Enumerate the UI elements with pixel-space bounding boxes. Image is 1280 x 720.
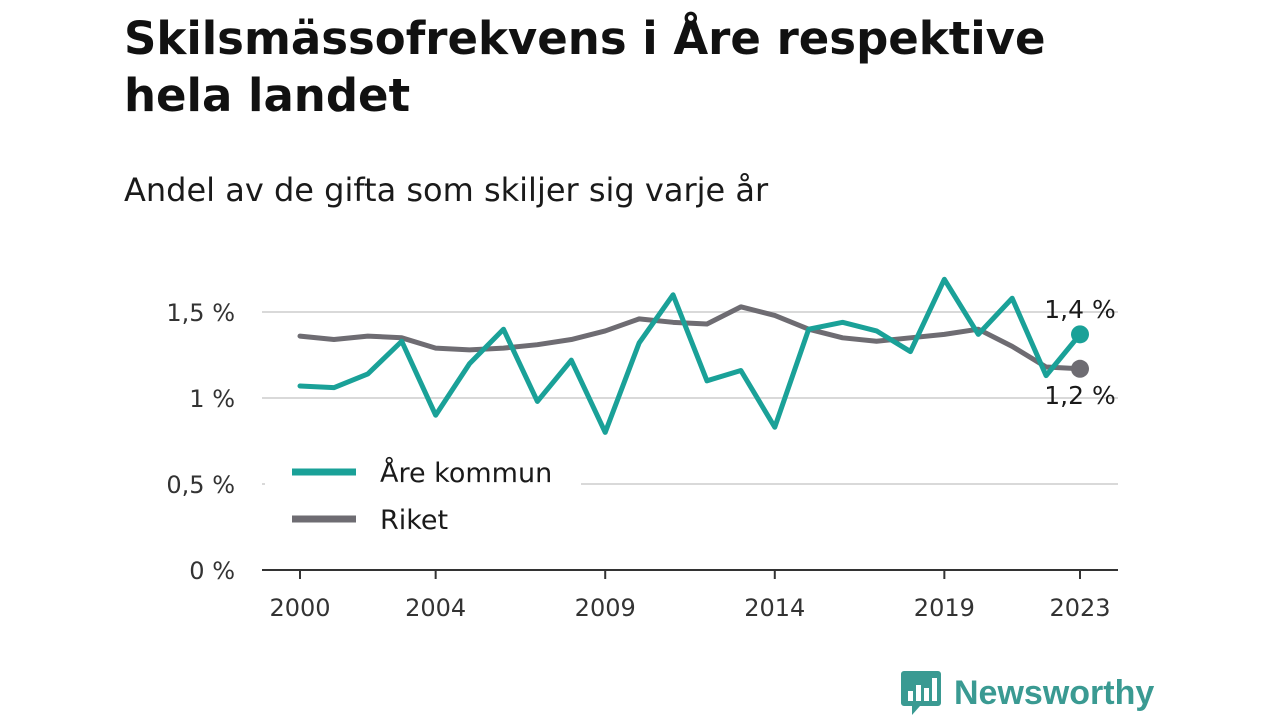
legend-background — [265, 446, 581, 546]
y-tick-label: 0 % — [189, 557, 235, 585]
end-label-are-kommun: 1,4 % — [1044, 295, 1115, 324]
series-lines: 1,4 % 1,2 % — [297, 276, 1116, 435]
brand-name: Newsworthy — [954, 673, 1155, 712]
y-axis-ticks: 0 % 0,5 % 1 % 1,5 % — [166, 299, 235, 585]
chart-subtitle: Andel av de gifta som skiljer sig varje … — [124, 171, 769, 209]
legend: Åre kommun Riket — [292, 457, 552, 536]
series-end-point — [1071, 359, 1089, 378]
x-tick-label: 2019 — [914, 594, 975, 622]
x-tick-label: 2023 — [1049, 594, 1110, 622]
legend-label: Åre kommun — [380, 457, 552, 489]
series-line-are-kommun — [297, 276, 1083, 435]
end-label-riket: 1,2 % — [1044, 381, 1115, 410]
series-end-point — [1071, 325, 1089, 344]
x-axis-ticks: 2000 2004 2009 2014 2019 2023 — [269, 570, 1111, 622]
y-tick-label: 1 % — [189, 385, 235, 413]
y-tick-label: 1,5 % — [166, 299, 235, 327]
series-line-riket — [297, 304, 1083, 372]
y-tick-label: 0,5 % — [166, 471, 235, 499]
x-tick-label: 2000 — [269, 594, 330, 622]
chart-title: Skilsmässofrekvens i Åre respektive hela… — [124, 12, 1046, 122]
x-tick-label: 2009 — [575, 594, 636, 622]
x-tick-label: 2014 — [744, 594, 805, 622]
legend-label: Riket — [380, 505, 448, 536]
x-tick-label: 2004 — [405, 594, 466, 622]
brand-logo: Newsworthy — [900, 668, 1154, 718]
newsworthy-logo-icon — [901, 671, 941, 715]
